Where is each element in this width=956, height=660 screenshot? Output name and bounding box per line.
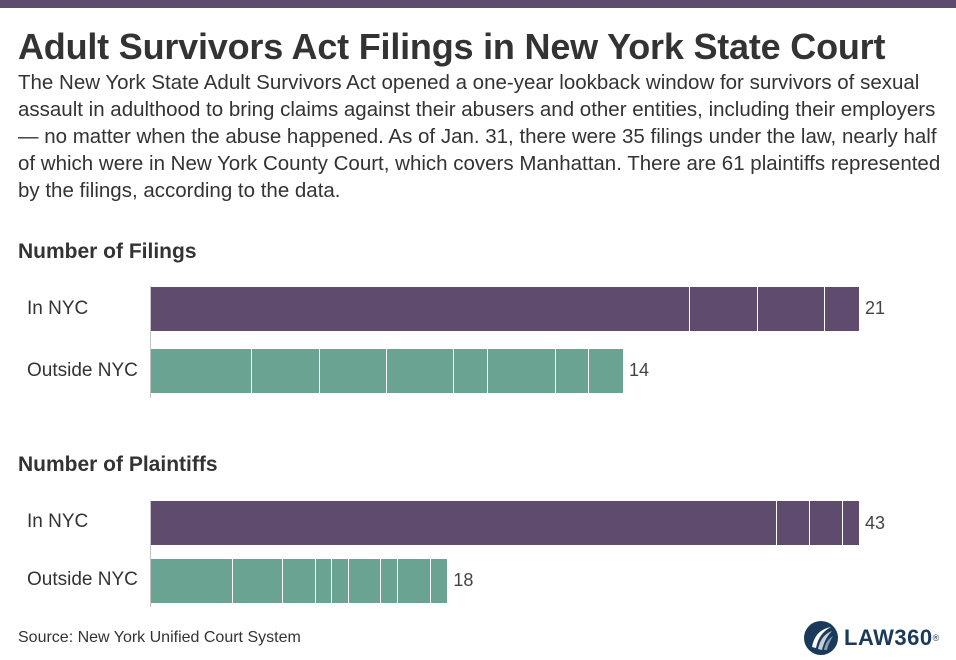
bar-segment [282,559,316,603]
filings-bar-outside-nyc [151,349,623,393]
bar-segment [315,559,333,603]
plaintiffs-value-label-outside-nyc: 18 [453,570,474,590]
logo-wordmark: LAW360 [844,625,933,650]
bar-segment [151,559,234,603]
plaintiffs-axis-line [150,501,151,607]
plaintiffs-value-label-in-nyc: 43 [865,513,886,533]
law360-logo: LAW360 ® [803,620,939,656]
bar-segment [397,559,431,603]
plaintiffs-category-label-in-nyc: In NYC [27,511,89,532]
law360-swoosh-icon [804,621,838,655]
filings-axis-line [150,286,151,398]
bar-segment [825,287,859,331]
bar-segment [842,501,859,545]
plaintiffs-category-label-outside-nyc: Outside NYC [27,569,138,590]
logo-registered-mark: ® [932,633,940,643]
filings-category-label-outside-nyc: Outside NYC [27,360,138,381]
bar-segment [151,287,691,331]
bar-segment [488,349,556,393]
bar-segment [381,559,398,603]
filings-category-label-in-nyc: In NYC [27,298,89,319]
bar-segment [386,349,455,393]
bar-segment [809,501,843,545]
page-title: Adult Survivors Act Filings in New York … [18,26,886,67]
bar-segment [348,559,382,603]
bar-segment [776,501,810,545]
plaintiffs-section-title: Number of Plaintiffs [18,453,218,476]
bar-segment [430,559,448,603]
bar-segment [151,349,253,393]
filings-value-label-in-nyc: 21 [865,298,886,318]
bar-segment [757,287,826,331]
source-note: Source: New York Unified Court System [18,629,301,646]
top-accent-bar [0,0,956,8]
filings-bar-in-nyc [151,287,859,331]
plaintiffs-bar-in-nyc [151,501,859,545]
bar-segment [690,287,758,331]
bar-segment [252,349,320,393]
bar-segment [151,501,777,545]
bar-segment [319,349,387,393]
bar-segment [589,349,623,393]
bar-segment [454,349,489,393]
filings-section-title: Number of Filings [18,240,197,263]
bar-segment [233,559,283,603]
filings-value-label-outside-nyc: 14 [629,360,650,380]
bar-segment [555,349,590,393]
chart-description: The New York State Adult Survivors Act o… [18,71,941,202]
bar-segment [332,559,349,603]
plaintiffs-bar-outside-nyc [151,559,448,603]
